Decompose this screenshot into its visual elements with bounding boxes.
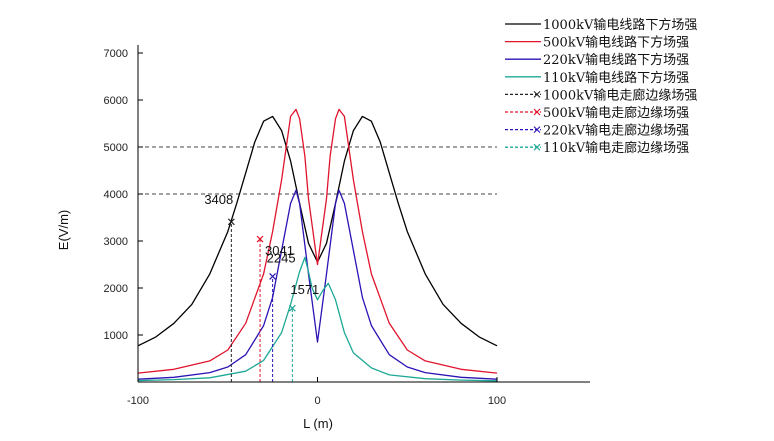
y-tick-label: 4000	[104, 189, 128, 201]
y-tick-label: 2000	[104, 283, 128, 295]
y-tick-label: 5000	[104, 142, 128, 154]
series-line-1	[137, 108, 498, 374]
corridor-edge-value-label-3: 1571	[290, 282, 319, 297]
series-line-3	[137, 256, 498, 382]
y-tick-label: 3000	[104, 236, 128, 248]
corridor-edge-value-label-1: 3041	[265, 243, 294, 258]
y-tick-label: 7000	[104, 48, 128, 60]
legend-marker-7	[533, 143, 541, 151]
axes	[137, 45, 590, 383]
legend-label-0: 1000kV输电线路下方场强	[543, 17, 697, 33]
corridor-edge-marker-2	[269, 273, 277, 280]
series-lines	[137, 108, 498, 382]
x-tick-label: -100	[127, 395, 149, 407]
series-line-2	[137, 189, 498, 380]
x-tick-label: 0	[314, 395, 320, 407]
y-tick-label: 6000	[104, 95, 128, 107]
legend-marker-5	[533, 108, 541, 116]
legend-label-1: 500kV输电线路下方场强	[543, 35, 689, 51]
corridor-edge-value-label-2: 2245	[267, 250, 296, 265]
legend-label-6: 220kV输电走廊边缘场强	[543, 123, 689, 139]
legend-marker-6	[533, 126, 541, 133]
legend-label-4: 1000kV输电走廊边缘场强	[543, 87, 697, 103]
x-tick-label: 100	[488, 395, 506, 407]
y-axis-title: E(V/m)	[56, 210, 71, 250]
corridor-edge-value-label-0: 3408	[204, 192, 233, 207]
corridor-edge-marker-3	[288, 304, 296, 312]
x-axis-title: L (m)	[303, 416, 333, 431]
y-tick-label: 1000	[104, 330, 128, 342]
legend: 1000kV输电线路下方场强 500kV输电线路下方场强220kV输电线路下方场强…	[505, 17, 697, 156]
legend-label-2: 220kV输电线路下方场强	[543, 52, 689, 68]
reference-lines	[138, 146, 497, 195]
ticks: 1000 2000 3000 4000 5000 6000 7000 -100 0 100	[104, 48, 507, 407]
corridor-edge-lines	[227, 218, 296, 382]
legend-label-5: 500kV输电走廊边缘场强	[543, 105, 689, 121]
corridor-edge-marker-1	[256, 235, 264, 243]
legend-marker-4	[533, 91, 541, 98]
legend-label-3: 110kV输电线路下方场强	[543, 70, 689, 86]
corridor-edge-marker-0	[227, 218, 235, 226]
legend-label-7: 110kV输电走廊边缘场强	[543, 140, 689, 156]
series-line-0	[137, 115, 498, 347]
